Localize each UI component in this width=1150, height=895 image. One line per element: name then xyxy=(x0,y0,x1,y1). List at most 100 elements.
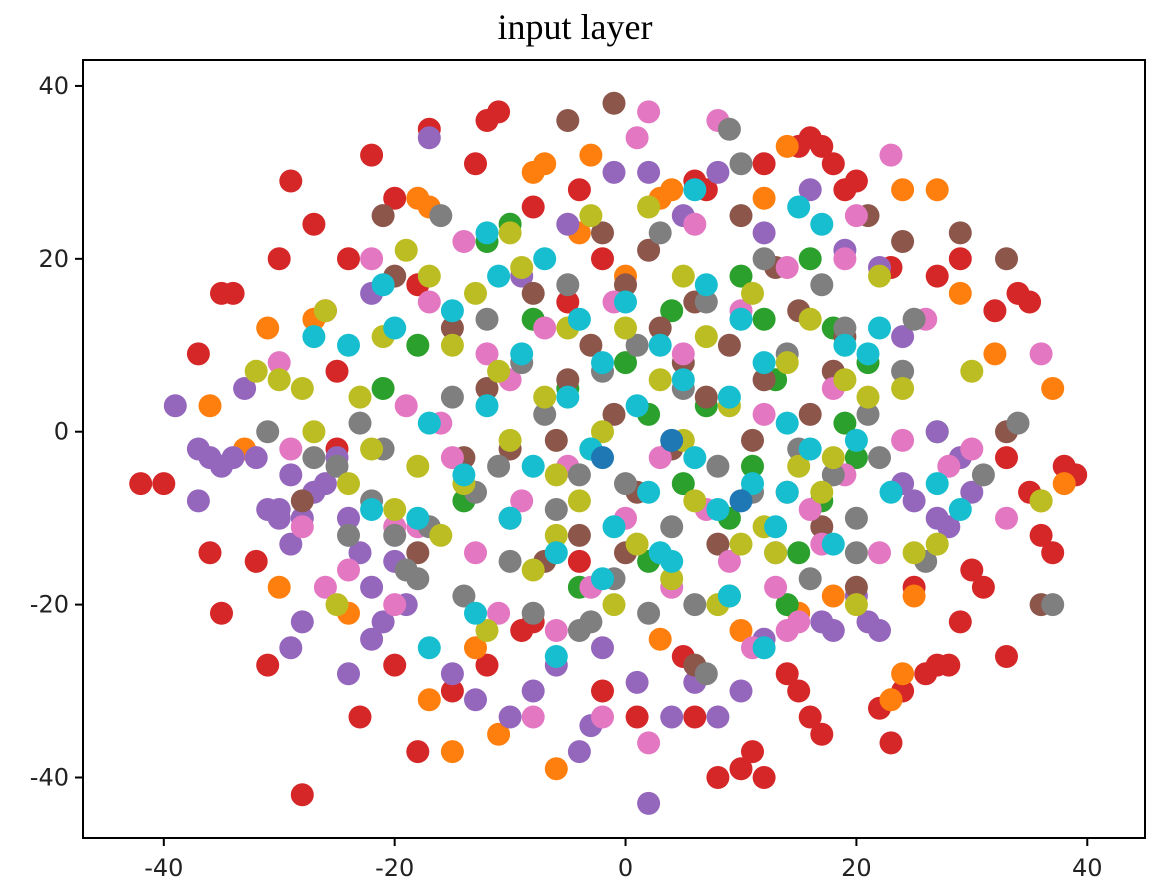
scatter-point xyxy=(741,454,764,478)
scatter-point xyxy=(660,428,684,452)
scatter-point xyxy=(775,411,799,435)
scatter-point xyxy=(660,705,684,729)
scatter-point xyxy=(879,143,903,167)
scatter-point xyxy=(440,333,464,357)
scatter-point xyxy=(637,601,661,625)
scatter-point xyxy=(591,705,614,729)
scatter-point xyxy=(417,290,441,314)
scatter-point xyxy=(498,221,522,245)
scatter-point xyxy=(637,791,661,815)
scatter-point xyxy=(625,532,649,556)
scatter-point xyxy=(671,368,695,392)
scatter-point xyxy=(683,705,707,729)
plot-frame xyxy=(82,59,1146,839)
scatter-point xyxy=(602,160,626,184)
scatter-point xyxy=(948,610,972,634)
scatter-point xyxy=(383,593,407,617)
scatter-point xyxy=(694,290,718,314)
scatter-point xyxy=(325,359,349,383)
scatter-point xyxy=(475,342,499,366)
scatter-point xyxy=(821,446,845,470)
scatter-point xyxy=(614,290,637,314)
scatter-point xyxy=(452,463,476,487)
scatter-point xyxy=(533,385,557,409)
scatter-point xyxy=(798,567,822,591)
scatter-point xyxy=(348,705,372,729)
scatter-point xyxy=(625,670,649,694)
scatter-point xyxy=(706,498,730,521)
y-axis-ticks: 40 20 0 -20 -40 xyxy=(30,72,83,791)
scatter-point xyxy=(810,212,834,236)
scatter-point xyxy=(1041,377,1065,400)
scatter-point xyxy=(290,377,314,400)
scatter-point xyxy=(302,325,326,349)
scatter-point xyxy=(937,653,961,677)
scatter-point xyxy=(775,619,799,642)
scatter-point xyxy=(163,394,187,418)
scatter-point xyxy=(752,636,776,660)
scatter-point xyxy=(868,446,891,470)
scatter-point xyxy=(741,472,764,496)
scatter-point xyxy=(440,740,464,764)
scatter-point xyxy=(983,299,1007,323)
scatter-point xyxy=(302,212,326,236)
scatter-point xyxy=(383,498,407,521)
scatter-point xyxy=(313,472,337,496)
scatter-point xyxy=(279,636,303,660)
scatter-point xyxy=(464,152,487,176)
scatter-point xyxy=(717,584,741,608)
scatter-point xyxy=(821,463,845,487)
scatter-point xyxy=(729,619,753,642)
scatter-point xyxy=(706,454,730,478)
scatter-point xyxy=(279,532,303,556)
scatter-point xyxy=(810,134,834,158)
scatter-point xyxy=(567,740,591,764)
scatter-point xyxy=(891,377,915,400)
scatter-point xyxy=(752,247,776,271)
scatter-point xyxy=(717,117,741,141)
scatter-point xyxy=(521,601,545,625)
scatter-point xyxy=(464,541,487,565)
scatter-point xyxy=(567,307,591,331)
scatter-point xyxy=(579,204,603,228)
scatter-point xyxy=(660,178,684,202)
scatter-point xyxy=(521,281,545,305)
scatter-point xyxy=(752,402,776,426)
scatter-point xyxy=(729,532,753,556)
y-tick-label: -20 xyxy=(30,591,69,619)
scatter-point xyxy=(729,757,753,781)
scatter-point xyxy=(487,359,511,383)
scatter-point xyxy=(1052,472,1076,496)
scatter-point xyxy=(591,420,614,444)
scatter-point xyxy=(1029,489,1053,513)
x-tick-label: 40 xyxy=(1072,854,1103,882)
scatter-point xyxy=(544,619,568,642)
scatter-point xyxy=(244,549,268,573)
scatter-point xyxy=(752,351,776,375)
scatter-point xyxy=(129,472,153,496)
scatter-point xyxy=(464,636,487,660)
scatter-point xyxy=(775,351,799,375)
scatter-point xyxy=(856,402,880,426)
scatter-point xyxy=(567,619,591,642)
scatter-point xyxy=(1018,290,1042,314)
scatter-point xyxy=(556,212,580,236)
scatter-point xyxy=(591,636,614,660)
scatter-point xyxy=(1041,593,1065,617)
scatter-point xyxy=(810,480,834,504)
scatter-point xyxy=(729,489,753,513)
scatter-point xyxy=(694,662,718,686)
scatter-point xyxy=(360,575,384,599)
scatter-point xyxy=(844,446,868,470)
scatter-point xyxy=(925,178,949,202)
scatter-point xyxy=(683,212,707,236)
scatter-point xyxy=(948,498,972,521)
scatter-point xyxy=(360,437,384,461)
scatter-point xyxy=(764,515,788,539)
scatter-point xyxy=(348,541,372,565)
scatter-point xyxy=(752,766,776,789)
scatter-point xyxy=(1029,342,1053,366)
scatter-point xyxy=(856,342,880,366)
scatter-point xyxy=(833,411,857,435)
scatter-point xyxy=(844,204,868,228)
